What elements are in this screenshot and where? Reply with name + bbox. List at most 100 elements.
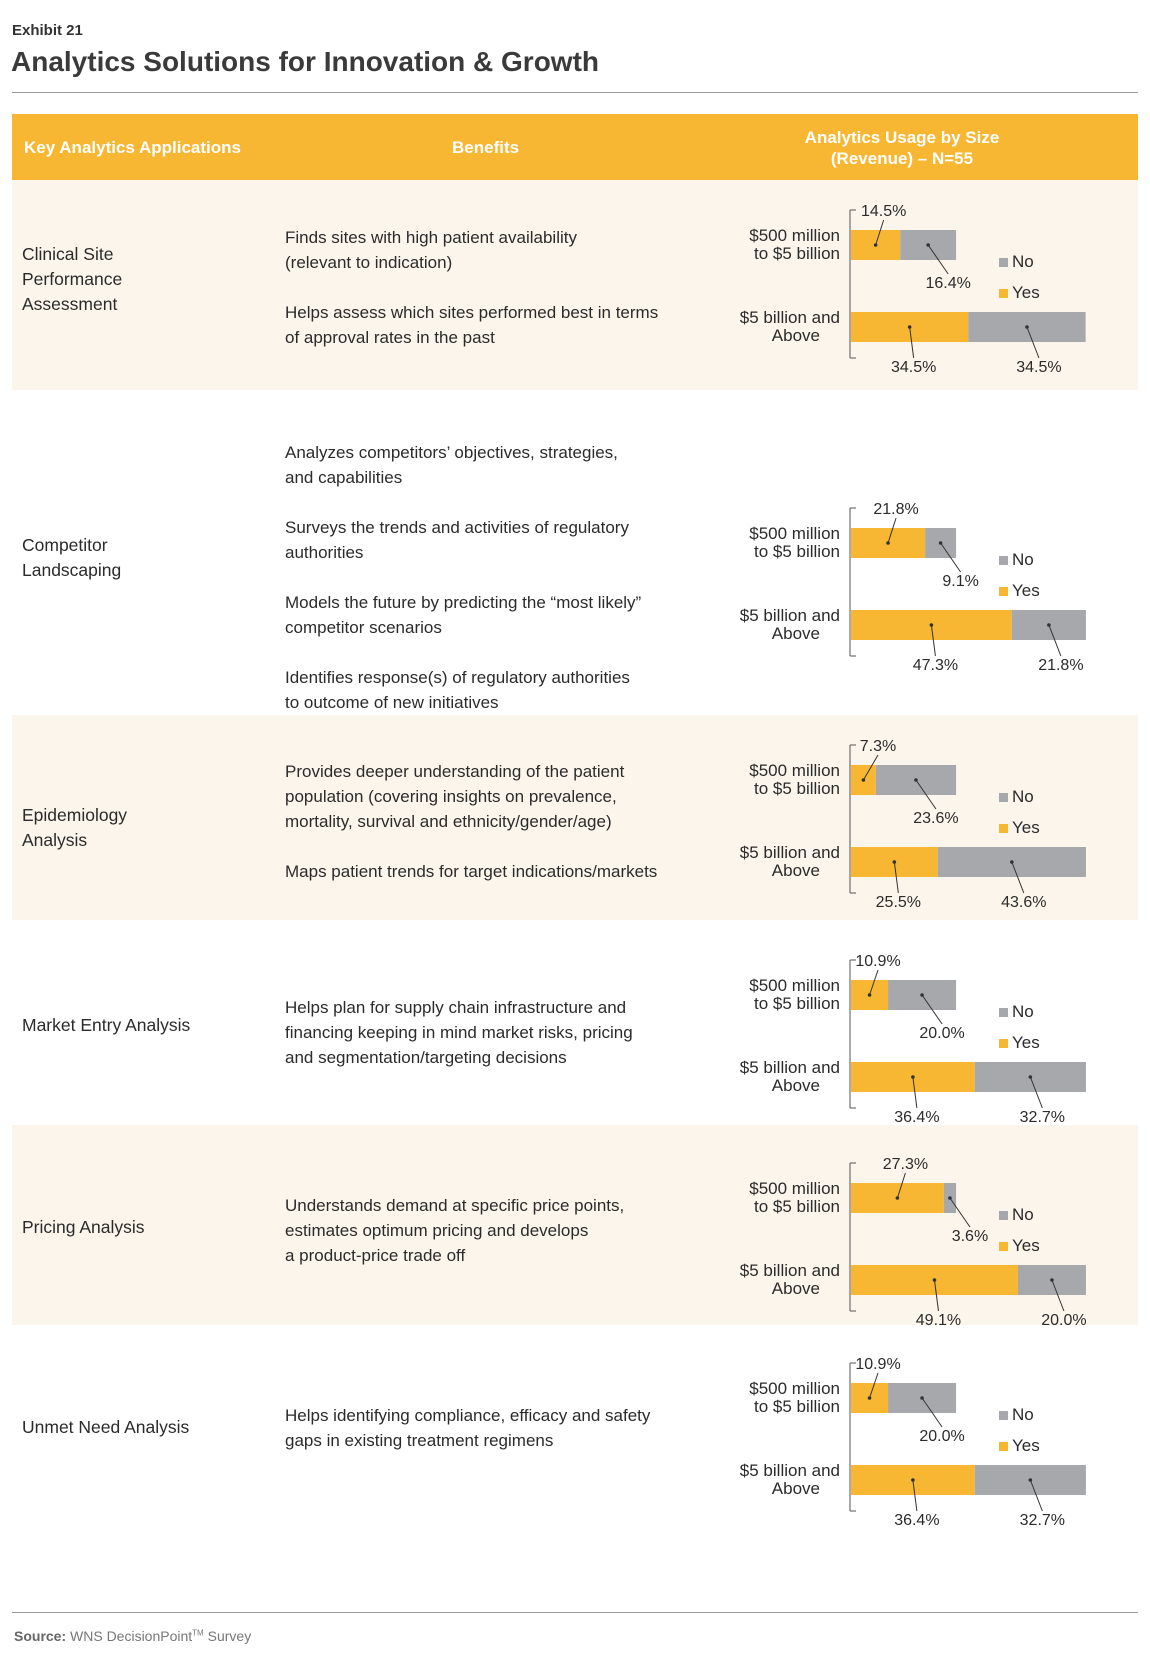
legend-swatch-yes	[999, 587, 1008, 596]
value-label-no: 32.7%	[1020, 1109, 1065, 1126]
legend-label-yes: Yes	[1012, 581, 1040, 600]
leader-dot	[911, 1478, 915, 1482]
value-label-no: 43.6%	[1001, 894, 1046, 911]
leader-dot	[1010, 860, 1014, 864]
table-row: Competitor Landscaping Analyzes competitor…	[12, 390, 1138, 715]
legend-label-yes: Yes	[1012, 1033, 1040, 1052]
leader-dot	[867, 993, 872, 997]
value-label-no: 34.5%	[1016, 359, 1061, 376]
category-label: to $5 billion	[754, 542, 840, 561]
benefits-list: Understands demand at specific price poi…	[285, 1193, 725, 1268]
source-label: Source:	[14, 1628, 67, 1644]
value-label-yes: 27.3%	[883, 1156, 928, 1173]
application-name: Market Entry Analysis	[22, 1013, 190, 1038]
leader-line	[930, 624, 936, 657]
category-label: $5 billion and	[740, 1461, 840, 1480]
category-label: Above	[772, 326, 820, 345]
legend-swatch-yes	[999, 1242, 1008, 1251]
benefit-line: Analyzes competitors’ objectives, strate…	[285, 443, 618, 462]
benefit-line: Understands demand at specific price poi…	[285, 1196, 625, 1215]
benefit-line: to outcome of new initiatives	[285, 693, 499, 712]
source-note: Source: WNS DecisionPointTM Survey	[14, 1628, 251, 1644]
legend-label-yes: Yes	[1012, 818, 1040, 837]
legend-swatch-no	[999, 1008, 1008, 1017]
source-tm: TM	[192, 1628, 204, 1638]
value-label-yes: 21.8%	[873, 501, 918, 518]
leader-line	[909, 326, 915, 359]
category-label: $5 billion and	[740, 843, 840, 862]
benefit-line: population (covering insights on prevale…	[285, 787, 617, 806]
benefit-item: Understands demand at specific price poi…	[285, 1193, 725, 1268]
benefit-line: Provides deeper understanding of the pat…	[285, 762, 625, 781]
value-label-yes: 49.1%	[916, 1312, 961, 1329]
value-label-yes: 7.3%	[860, 738, 896, 755]
header-usage: Analytics Usage by Size (Revenue) – N=55	[772, 114, 1032, 181]
value-label-yes: 36.4%	[894, 1109, 939, 1126]
value-label-yes: 36.4%	[894, 1512, 939, 1529]
benefit-line: of approval rates in the past	[285, 328, 495, 347]
value-label-no: 23.6%	[913, 810, 958, 827]
leader-dot	[1028, 1075, 1033, 1079]
application-name-line: Competitor	[22, 535, 108, 555]
leader-dot	[911, 1075, 915, 1079]
header-applications: Key Analytics Applications	[24, 137, 241, 157]
benefit-line: authorities	[285, 543, 364, 562]
legend-swatch-no	[999, 1411, 1008, 1420]
value-label-no: 20.0%	[919, 1428, 964, 1445]
benefits-list: Helps identifying compliance, efficacy a…	[285, 1403, 725, 1453]
leader-dot	[861, 778, 866, 782]
application-name: Unmet Need Analysis	[22, 1415, 189, 1440]
category-label: $5 billion and	[740, 308, 840, 327]
application-name-line: Assessment	[22, 294, 118, 314]
leader-line	[949, 1197, 971, 1228]
benefit-line: a product-price trade off	[285, 1246, 466, 1265]
benefit-line: Finds sites with high patient availabili…	[285, 228, 577, 247]
benefit-item: Models the future by predicting the “mos…	[285, 590, 725, 640]
benefit-line: Surveys the trends and activities of reg…	[285, 518, 629, 537]
benefit-item: Analyzes competitors’ objectives, strate…	[285, 440, 725, 490]
category-label: Above	[772, 861, 820, 880]
table-row: Epidemiology Analysis Provides deeper unde…	[12, 715, 1138, 920]
legend-label-yes: Yes	[1012, 283, 1040, 302]
legend-swatch-no	[999, 793, 1008, 802]
benefit-line: competitor scenarios	[285, 618, 442, 637]
benefit-line: Helps plan for supply chain infrastructu…	[285, 998, 627, 1017]
value-label-yes: 10.9%	[855, 1356, 900, 1373]
legend-label-no: No	[1012, 1002, 1034, 1021]
category-label: $500 million	[749, 761, 840, 780]
benefit-line: (relevant to indication)	[285, 253, 453, 272]
leader-dot	[920, 1396, 924, 1400]
category-label: $5 billion and	[740, 606, 840, 625]
benefits-list: Analyzes competitors’ objectives, strate…	[285, 440, 725, 715]
value-label-yes: 10.9%	[855, 953, 900, 970]
category-label: Above	[772, 1279, 820, 1298]
header-usage-line2: (Revenue) – N=55	[830, 148, 974, 168]
category-label: $500 million	[749, 1379, 840, 1398]
table-row: Pricing Analysis Understands demand at sp…	[12, 1125, 1138, 1329]
benefit-item: Surveys the trends and activities of reg…	[285, 515, 725, 565]
leader-line	[1029, 1076, 1043, 1109]
benefit-line: Identifies response(s) of regulatory aut…	[285, 668, 630, 687]
benefit-line: Maps patient trends for target indicatio…	[285, 862, 658, 881]
value-label-yes: 34.5%	[891, 359, 936, 376]
leader-line	[912, 1076, 918, 1109]
legend-swatch-yes	[999, 824, 1008, 833]
application-name-line: Clinical Site	[22, 244, 114, 264]
value-label-no: 20.0%	[1041, 1312, 1086, 1329]
category-label: $500 million	[749, 524, 840, 543]
benefit-line: Helps assess which sites performed best …	[285, 303, 659, 322]
benefit-item: Helps assess which sites performed best …	[285, 300, 725, 350]
leader-line	[887, 517, 897, 544]
benefits-list: Helps plan for supply chain infrastructu…	[285, 995, 725, 1070]
header-benefits: Benefits	[452, 137, 520, 157]
category-label: Above	[772, 1479, 820, 1498]
leader-dot	[948, 1196, 952, 1200]
benefit-line: Helps identifying compliance, efficacy a…	[285, 1406, 651, 1425]
leader-dot	[914, 778, 918, 782]
page-title: Analytics Solutions for Innovation & Gro…	[11, 46, 600, 77]
leader-dot	[1028, 1478, 1033, 1482]
